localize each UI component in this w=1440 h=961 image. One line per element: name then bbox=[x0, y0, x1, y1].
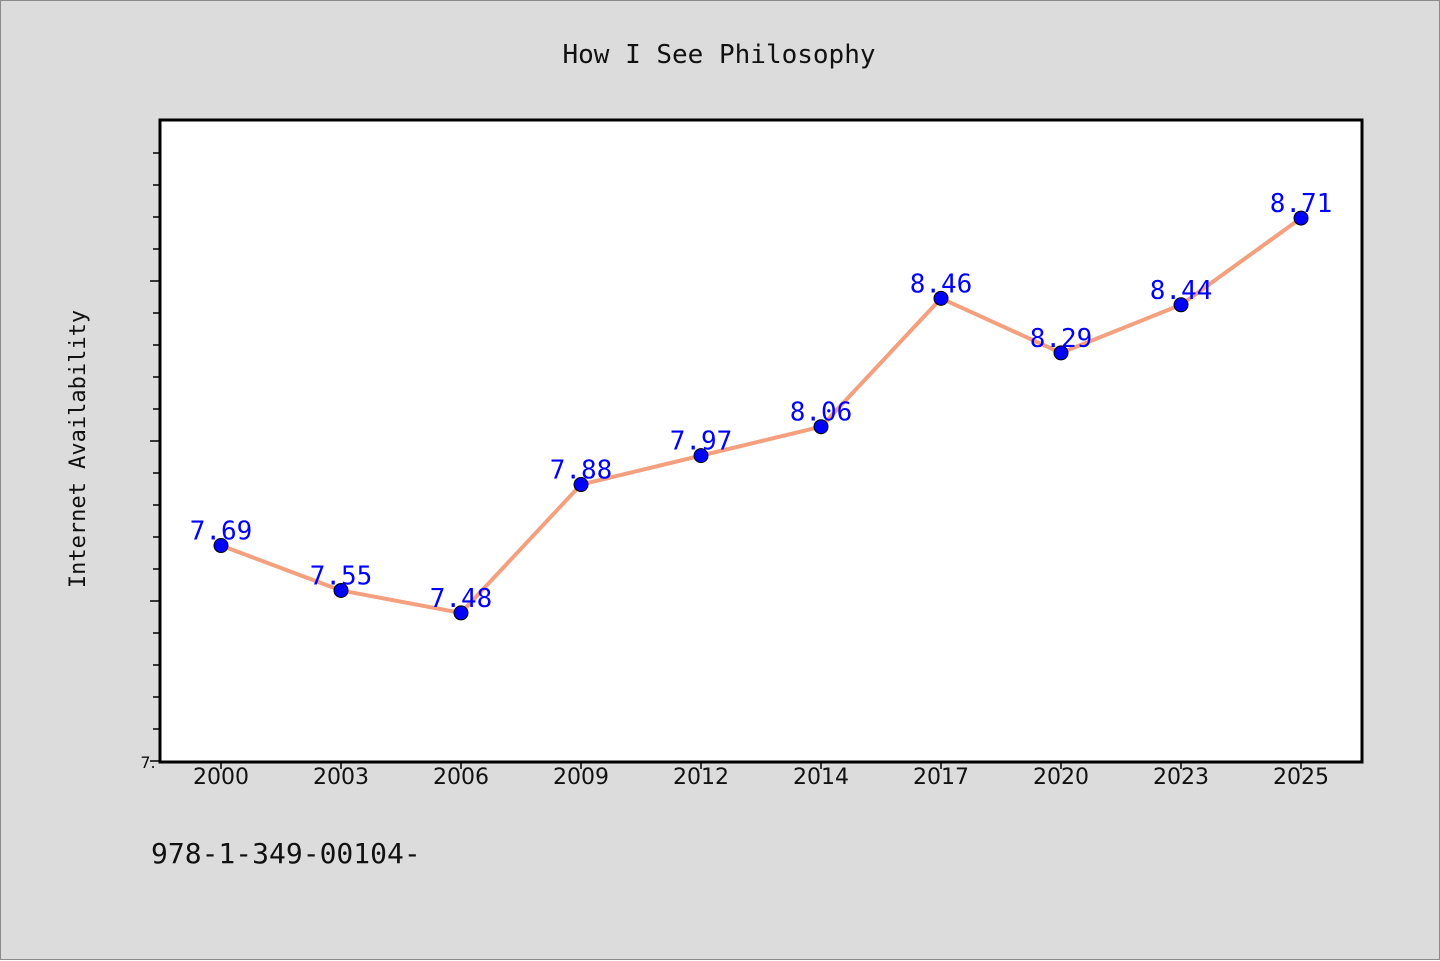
data-point bbox=[1173, 297, 1189, 313]
data-point bbox=[453, 605, 469, 621]
series-layer bbox=[213, 210, 1309, 621]
data-point bbox=[813, 419, 829, 435]
data-point bbox=[213, 538, 229, 554]
data-labels: 7.69 7.55 7.48 7.88 7.97 8.06 8.46 8.29 8.44 8.71 bbox=[190, 189, 1333, 614]
data-label: 8.29 bbox=[1030, 324, 1093, 354]
data-label: 8.71 bbox=[1270, 189, 1333, 219]
x-tick-label: 2000 bbox=[193, 765, 249, 790]
isbn-footer: 978-1-349-00104- bbox=[151, 837, 421, 870]
y-axis-ticks bbox=[150, 152, 160, 762]
x-tick-label: 2003 bbox=[313, 765, 369, 790]
data-label: 8.46 bbox=[910, 269, 973, 299]
x-tick-label: 2006 bbox=[433, 765, 489, 790]
data-label: 7.97 bbox=[670, 427, 733, 457]
data-point bbox=[693, 448, 709, 464]
data-label: 7.88 bbox=[550, 456, 613, 486]
data-label: 7.55 bbox=[310, 561, 373, 591]
x-axis-ticks: 2000 2003 2006 2009 2012 2014 2017 2020 2023 2025 bbox=[193, 762, 1329, 790]
x-tick-label: 2009 bbox=[553, 765, 609, 790]
x-tick-label: 2023 bbox=[1153, 765, 1209, 790]
x-tick-label: 2017 bbox=[913, 765, 969, 790]
x-tick-label: 2014 bbox=[793, 765, 849, 790]
data-point bbox=[1053, 345, 1069, 361]
series-line bbox=[219, 216, 1303, 615]
y-axis-label: Internet Availability bbox=[66, 310, 91, 588]
data-point bbox=[1293, 210, 1309, 226]
chart-title: How I See Philosophy bbox=[562, 40, 875, 70]
x-tick-label: 2020 bbox=[1033, 765, 1089, 790]
data-label: 7.69 bbox=[190, 517, 253, 547]
data-point bbox=[573, 477, 589, 493]
x-tick-label: 2012 bbox=[673, 765, 729, 790]
x-tick-label: 2025 bbox=[1273, 765, 1329, 790]
data-label: 7.48 bbox=[430, 584, 493, 614]
data-label: 8.44 bbox=[1150, 276, 1213, 306]
data-label: 8.06 bbox=[790, 398, 853, 428]
y-tick-label-min: 7. bbox=[140, 753, 155, 772]
data-point bbox=[333, 582, 349, 598]
data-point bbox=[933, 290, 949, 306]
